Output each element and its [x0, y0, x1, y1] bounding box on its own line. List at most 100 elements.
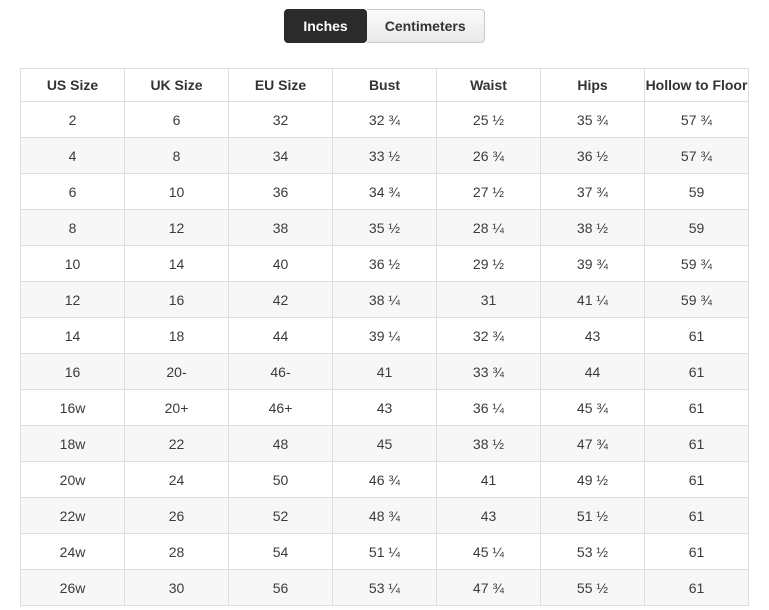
column-header: UK Size — [124, 68, 229, 102]
table-cell: 46 ¾ — [332, 461, 437, 498]
table-cell: 31 — [436, 281, 541, 318]
table-cell: 61 — [644, 353, 749, 390]
table-cell: 8 — [20, 209, 125, 246]
table-cell: 32 ¾ — [332, 101, 437, 138]
table-cell: 6 — [124, 101, 229, 138]
tab-centimeters[interactable]: Centimeters — [366, 9, 485, 43]
column-header: Bust — [332, 68, 437, 102]
size-table-head: US Size UK Size EU Size Bust Waist Hips Hollow… — [20, 68, 749, 102]
table-cell: 24 — [124, 461, 229, 498]
table-cell: 32 — [228, 101, 333, 138]
unit-tab-bar: Inches Centimeters — [0, 0, 769, 43]
table-cell: 44 — [540, 353, 645, 390]
table-cell: 61 — [644, 533, 749, 570]
table-row: 10 14 40 36 ½ 29 ½ 39 ¾ 59 ¾ — [20, 245, 749, 282]
table-cell: 26 — [124, 497, 229, 534]
table-cell: 38 ½ — [436, 425, 541, 462]
table-cell: 30 — [124, 569, 229, 606]
table-cell: 28 — [124, 533, 229, 570]
table-cell: 53 ½ — [540, 533, 645, 570]
size-table: US Size UK Size EU Size Bust Waist Hips Hollow… — [20, 68, 749, 606]
table-cell: 42 — [228, 281, 333, 318]
table-cell: 38 ½ — [540, 209, 645, 246]
table-cell: 44 — [228, 317, 333, 354]
table-row: 20w 24 50 46 ¾ 41 49 ½ 61 — [20, 461, 749, 498]
table-cell: 61 — [644, 569, 749, 606]
table-row: 16 20- 46- 41 33 ¾ 44 61 — [20, 353, 749, 390]
table-cell: 61 — [644, 389, 749, 426]
column-header: Hollow to Floor — [644, 68, 749, 102]
table-cell: 33 ¾ — [436, 353, 541, 390]
table-cell: 55 ½ — [540, 569, 645, 606]
table-cell: 32 ¾ — [436, 317, 541, 354]
table-cell: 36 — [228, 173, 333, 210]
table-cell: 10 — [20, 245, 125, 282]
table-row: 22w 26 52 48 ¾ 43 51 ½ 61 — [20, 497, 749, 534]
size-chart-container: US Size UK Size EU Size Bust Waist Hips Hollow… — [0, 43, 769, 606]
table-cell: 14 — [124, 245, 229, 282]
table-cell: 36 ½ — [540, 137, 645, 174]
table-cell: 40 — [228, 245, 333, 282]
table-row: 18w 22 48 45 38 ½ 47 ¾ 61 — [20, 425, 749, 462]
table-cell: 18 — [124, 317, 229, 354]
table-cell: 46+ — [228, 389, 333, 426]
table-cell: 12 — [20, 281, 125, 318]
table-cell: 35 ¾ — [540, 101, 645, 138]
table-row: 16w 20+ 46+ 43 36 ¼ 45 ¾ 61 — [20, 389, 749, 426]
table-cell: 57 ¾ — [644, 137, 749, 174]
table-cell: 43 — [332, 389, 437, 426]
table-cell: 26w — [20, 569, 125, 606]
table-cell: 54 — [228, 533, 333, 570]
table-cell: 43 — [436, 497, 541, 534]
table-cell: 33 ½ — [332, 137, 437, 174]
table-cell: 16 — [124, 281, 229, 318]
table-cell: 50 — [228, 461, 333, 498]
table-cell: 51 ¼ — [332, 533, 437, 570]
table-cell: 57 ¾ — [644, 101, 749, 138]
table-row: 14 18 44 39 ¼ 32 ¾ 43 61 — [20, 317, 749, 354]
table-row: 4 8 34 33 ½ 26 ¾ 36 ½ 57 ¾ — [20, 137, 749, 174]
table-cell: 18w — [20, 425, 125, 462]
table-cell: 28 ¼ — [436, 209, 541, 246]
column-header: Hips — [540, 68, 645, 102]
table-cell: 46- — [228, 353, 333, 390]
table-row: 8 12 38 35 ½ 28 ¼ 38 ½ 59 — [20, 209, 749, 246]
tab-inches[interactable]: Inches — [284, 9, 367, 43]
table-cell: 48 ¾ — [332, 497, 437, 534]
column-header: Waist — [436, 68, 541, 102]
table-cell: 41 — [436, 461, 541, 498]
table-cell: 48 — [228, 425, 333, 462]
table-cell: 45 ¾ — [540, 389, 645, 426]
table-cell: 20- — [124, 353, 229, 390]
table-cell: 61 — [644, 461, 749, 498]
table-cell: 20+ — [124, 389, 229, 426]
table-cell: 22 — [124, 425, 229, 462]
table-cell: 16 — [20, 353, 125, 390]
table-cell: 47 ¾ — [540, 425, 645, 462]
table-cell: 56 — [228, 569, 333, 606]
table-cell: 47 ¾ — [436, 569, 541, 606]
table-cell: 36 ¼ — [436, 389, 541, 426]
table-cell: 61 — [644, 425, 749, 462]
table-cell: 39 ¾ — [540, 245, 645, 282]
table-cell: 27 ½ — [436, 173, 541, 210]
table-cell: 41 ¼ — [540, 281, 645, 318]
table-cell: 39 ¼ — [332, 317, 437, 354]
table-cell: 6 — [20, 173, 125, 210]
table-row: 6 10 36 34 ¾ 27 ½ 37 ¾ 59 — [20, 173, 749, 210]
table-cell: 34 ¾ — [332, 173, 437, 210]
table-cell: 38 — [228, 209, 333, 246]
table-cell: 35 ½ — [332, 209, 437, 246]
table-cell: 59 ¾ — [644, 245, 749, 282]
header-row: US Size UK Size EU Size Bust Waist Hips Hollow… — [20, 68, 749, 102]
table-cell: 61 — [644, 497, 749, 534]
table-cell: 26 ¾ — [436, 137, 541, 174]
table-row: 12 16 42 38 ¼ 31 41 ¼ 59 ¾ — [20, 281, 749, 318]
table-cell: 41 — [332, 353, 437, 390]
unit-toggle-group: Inches Centimeters — [284, 9, 485, 43]
table-cell: 4 — [20, 137, 125, 174]
table-cell: 25 ½ — [436, 101, 541, 138]
table-cell: 52 — [228, 497, 333, 534]
table-cell: 20w — [20, 461, 125, 498]
table-cell: 43 — [540, 317, 645, 354]
